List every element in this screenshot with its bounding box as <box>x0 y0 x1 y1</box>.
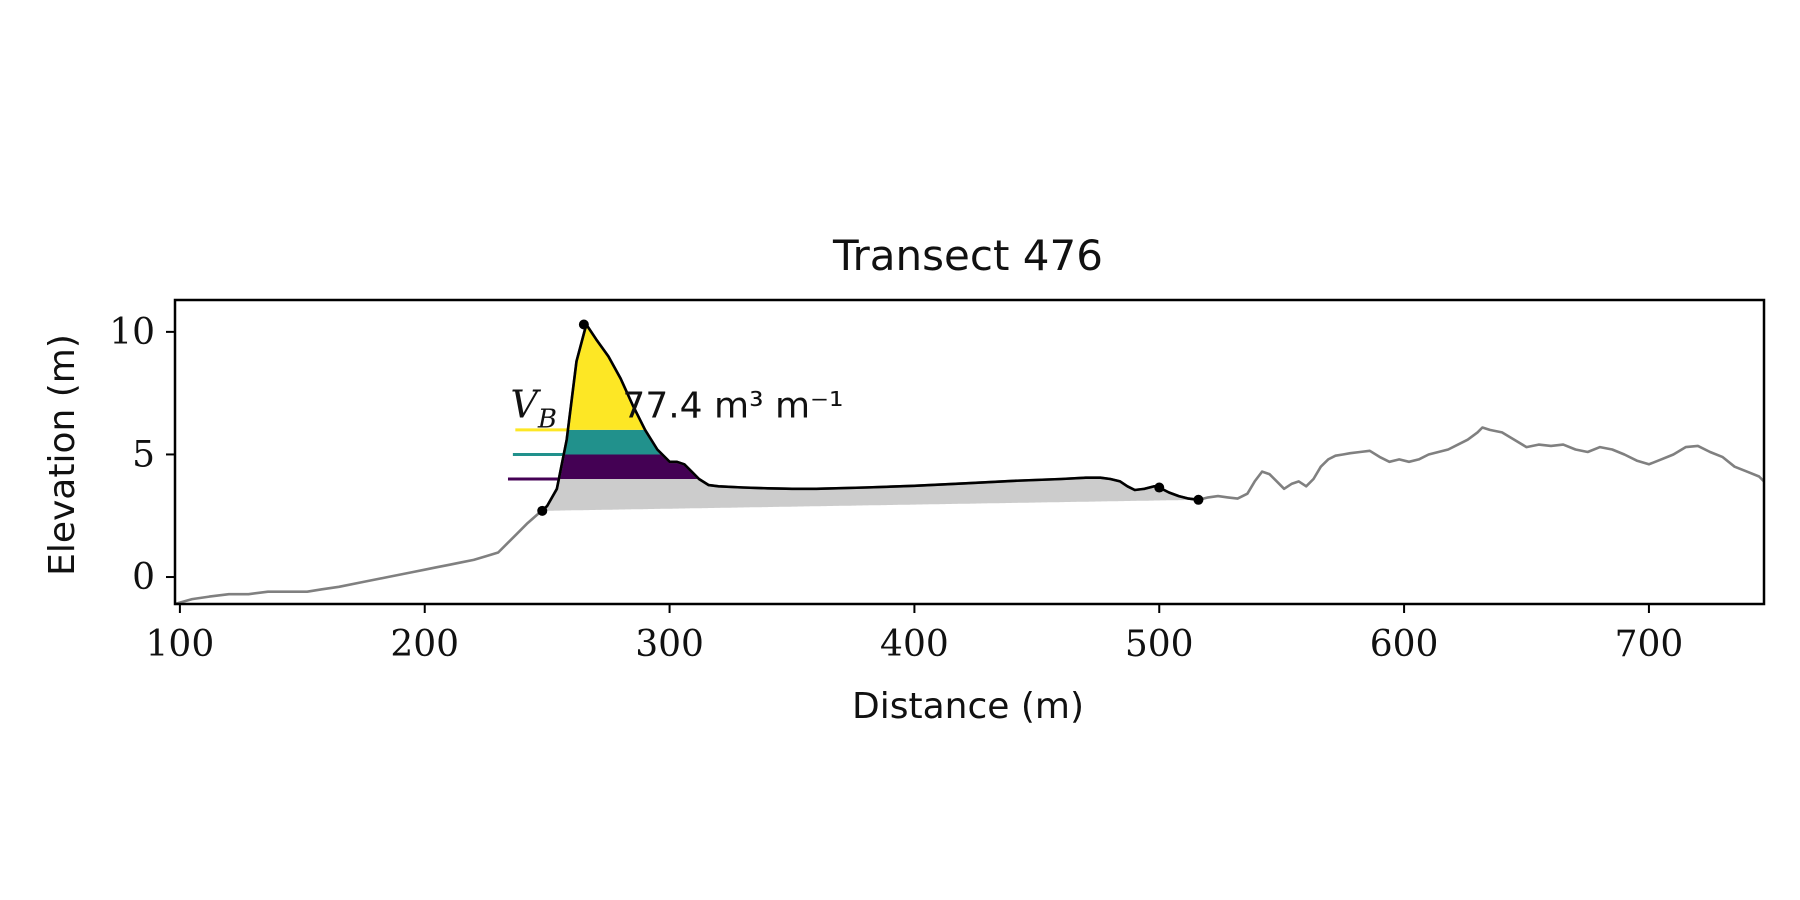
annotation-symbol-sub: B <box>537 405 557 435</box>
level-lines <box>507 428 568 481</box>
landmark-point <box>1154 482 1165 493</box>
x-ticks: 100 200 300 400 500 600 700 <box>146 604 1684 665</box>
y-tick-label: 10 <box>109 312 155 353</box>
landmark-point <box>1193 494 1204 505</box>
annotation-symbol: VB <box>510 383 557 435</box>
series-dune-profile <box>541 323 1199 512</box>
annotation-value: 77.4 m³ m⁻¹ <box>622 386 843 427</box>
x-tick-label: 700 <box>1615 624 1684 665</box>
annotation-symbol-main: V <box>510 383 541 427</box>
landmark-point <box>578 319 589 330</box>
x-tick-label: 400 <box>880 624 949 665</box>
landmark-points <box>537 319 1204 516</box>
base-fill-area <box>543 479 1198 511</box>
series-full-profile <box>174 323 1765 606</box>
x-tick-label: 300 <box>635 624 704 665</box>
chart-title: Transect 476 <box>832 231 1103 280</box>
x-tick-label: 100 <box>146 624 215 665</box>
volume-annotation: VB 77.4 m³ m⁻¹ <box>510 383 843 435</box>
x-tick-label: 200 <box>390 624 459 665</box>
band-level_high <box>569 324 644 430</box>
band-level_mid <box>564 429 661 455</box>
y-tick-label: 5 <box>132 434 155 475</box>
band-level_low <box>559 454 698 479</box>
fill-layer <box>543 324 1198 511</box>
y-axis-label: Elevation (m) <box>42 334 83 576</box>
landmark-point <box>537 505 548 516</box>
x-tick-label: 500 <box>1125 624 1194 665</box>
y-ticks: 0 5 10 <box>109 312 175 598</box>
x-axis-label: Distance (m) <box>852 686 1084 727</box>
profile-lines <box>174 323 1765 606</box>
y-tick-label: 0 <box>132 557 155 598</box>
x-tick-label: 600 <box>1370 624 1439 665</box>
plot-frame <box>173 298 1766 606</box>
